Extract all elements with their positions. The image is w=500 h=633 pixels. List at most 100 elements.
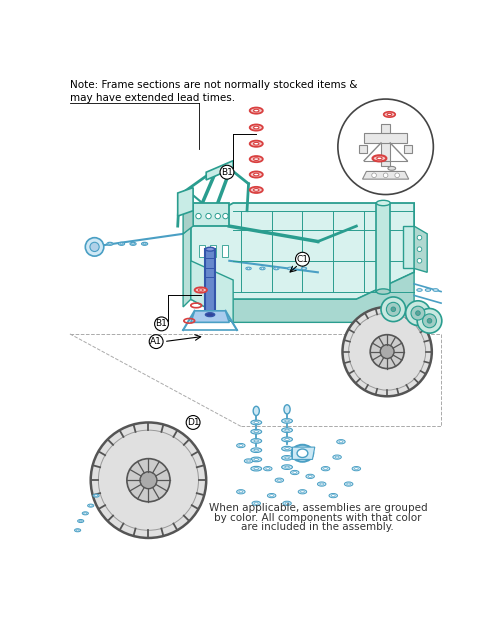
Ellipse shape: [76, 529, 79, 531]
Circle shape: [381, 297, 406, 322]
Ellipse shape: [377, 157, 382, 160]
Ellipse shape: [206, 313, 214, 316]
Ellipse shape: [324, 468, 328, 470]
Polygon shape: [222, 246, 228, 257]
Ellipse shape: [275, 478, 283, 482]
Ellipse shape: [352, 467, 360, 471]
Ellipse shape: [254, 173, 259, 176]
Ellipse shape: [284, 404, 290, 414]
Polygon shape: [376, 203, 390, 292]
Ellipse shape: [278, 479, 281, 481]
Ellipse shape: [306, 474, 314, 479]
Ellipse shape: [251, 439, 262, 443]
Ellipse shape: [254, 468, 258, 470]
Circle shape: [149, 335, 163, 349]
Ellipse shape: [78, 520, 84, 523]
Circle shape: [416, 311, 420, 315]
Ellipse shape: [268, 494, 276, 498]
Ellipse shape: [376, 200, 390, 206]
Ellipse shape: [290, 470, 299, 475]
Ellipse shape: [194, 287, 207, 292]
Circle shape: [417, 247, 422, 251]
Ellipse shape: [142, 242, 148, 246]
Polygon shape: [198, 246, 204, 257]
Ellipse shape: [88, 504, 94, 507]
Polygon shape: [191, 272, 414, 322]
Ellipse shape: [335, 456, 339, 458]
Ellipse shape: [354, 468, 358, 470]
Ellipse shape: [84, 513, 87, 514]
Ellipse shape: [388, 166, 396, 170]
Ellipse shape: [387, 113, 392, 116]
Polygon shape: [414, 226, 427, 272]
Circle shape: [296, 253, 310, 266]
Polygon shape: [404, 145, 412, 153]
Polygon shape: [183, 226, 191, 307]
Polygon shape: [381, 123, 390, 166]
Ellipse shape: [250, 156, 263, 162]
Circle shape: [395, 173, 400, 178]
Polygon shape: [191, 203, 414, 299]
Ellipse shape: [284, 457, 290, 459]
Ellipse shape: [302, 268, 306, 269]
Circle shape: [196, 213, 201, 219]
Ellipse shape: [254, 503, 258, 505]
Circle shape: [372, 173, 376, 178]
Ellipse shape: [289, 268, 292, 269]
Ellipse shape: [339, 441, 343, 442]
Ellipse shape: [250, 172, 263, 178]
Circle shape: [90, 242, 99, 251]
Circle shape: [391, 307, 396, 311]
Ellipse shape: [250, 125, 263, 130]
Ellipse shape: [236, 444, 245, 448]
Ellipse shape: [329, 494, 338, 498]
Ellipse shape: [266, 468, 270, 470]
Ellipse shape: [300, 491, 304, 492]
Ellipse shape: [244, 459, 253, 463]
Text: B1: B1: [221, 168, 233, 177]
Ellipse shape: [282, 437, 292, 442]
Ellipse shape: [284, 439, 290, 441]
Ellipse shape: [251, 429, 262, 434]
Ellipse shape: [282, 465, 292, 470]
Ellipse shape: [260, 267, 265, 270]
Circle shape: [86, 237, 104, 256]
Ellipse shape: [426, 289, 430, 291]
Ellipse shape: [384, 112, 395, 117]
Polygon shape: [402, 226, 414, 268]
Ellipse shape: [254, 126, 259, 129]
Circle shape: [127, 459, 170, 502]
Ellipse shape: [93, 494, 99, 497]
Ellipse shape: [308, 475, 312, 477]
Ellipse shape: [293, 472, 296, 473]
Polygon shape: [364, 133, 407, 143]
Ellipse shape: [251, 467, 262, 471]
Text: by color. All components with that color: by color. All components with that color: [214, 513, 422, 523]
Circle shape: [215, 213, 220, 219]
Ellipse shape: [94, 495, 98, 496]
Ellipse shape: [143, 243, 146, 244]
Ellipse shape: [250, 108, 263, 114]
Text: D1: D1: [187, 418, 200, 427]
Text: When applicable, assemblies are grouped: When applicable, assemblies are grouped: [208, 503, 427, 513]
Ellipse shape: [239, 444, 243, 446]
Ellipse shape: [74, 529, 80, 532]
Ellipse shape: [254, 110, 259, 112]
Ellipse shape: [264, 467, 272, 471]
Ellipse shape: [254, 440, 258, 442]
Ellipse shape: [132, 243, 134, 244]
Circle shape: [411, 306, 425, 320]
Ellipse shape: [297, 449, 308, 458]
Circle shape: [90, 422, 206, 538]
Ellipse shape: [288, 267, 293, 270]
Ellipse shape: [130, 242, 136, 246]
Ellipse shape: [254, 449, 258, 451]
Ellipse shape: [292, 445, 313, 461]
Ellipse shape: [284, 466, 290, 468]
Ellipse shape: [285, 503, 289, 505]
Ellipse shape: [282, 418, 292, 423]
Ellipse shape: [282, 446, 292, 451]
Ellipse shape: [284, 420, 290, 422]
Ellipse shape: [254, 142, 259, 145]
Circle shape: [417, 235, 422, 240]
